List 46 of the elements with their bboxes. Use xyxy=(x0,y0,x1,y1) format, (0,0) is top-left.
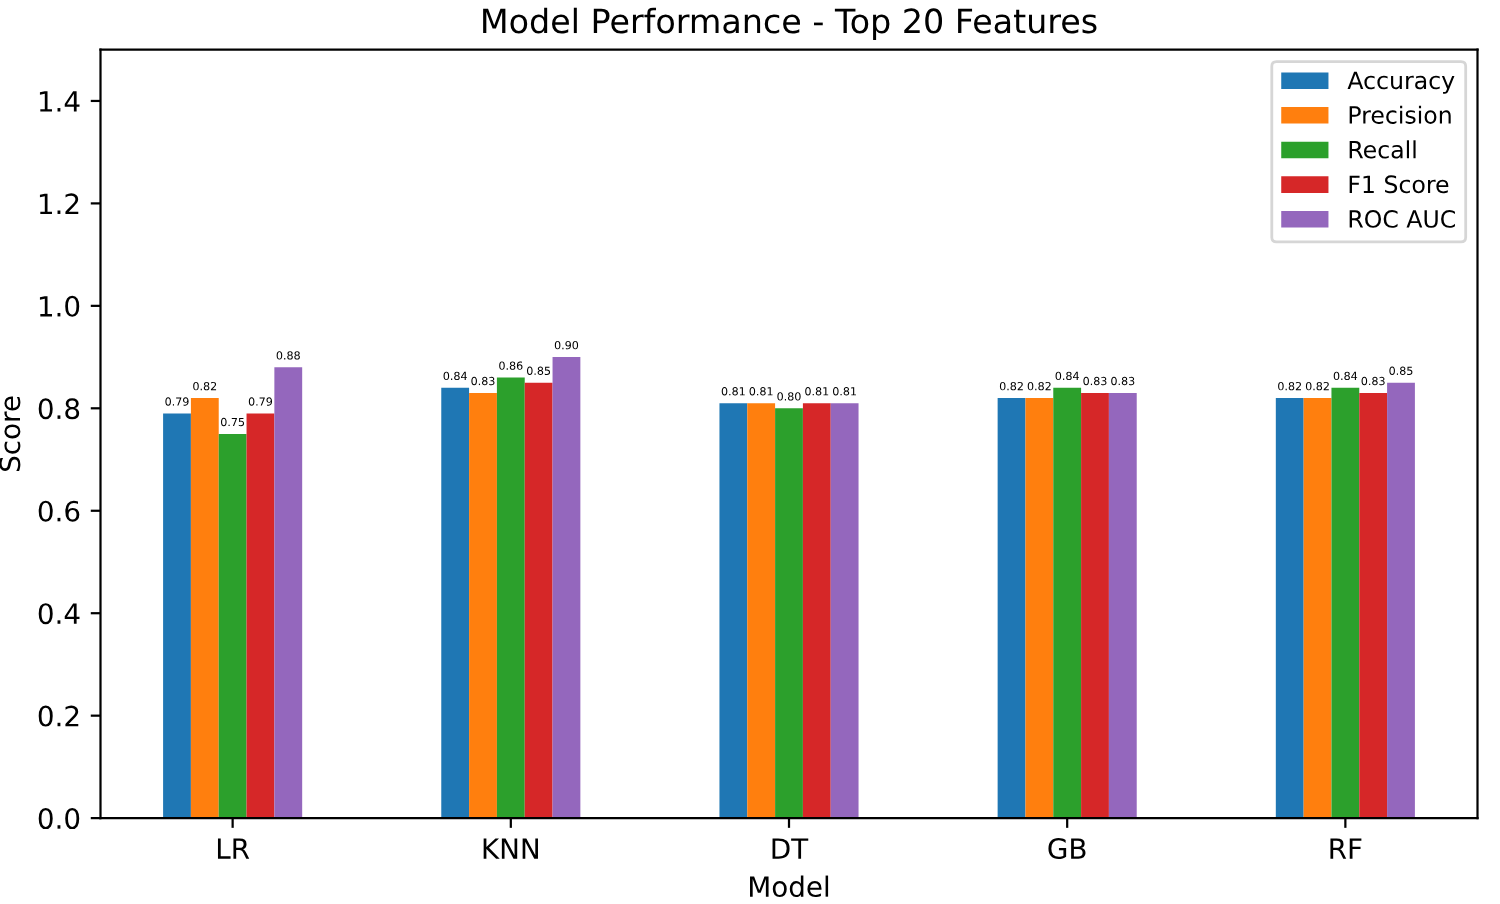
y-tick-label: 0.6 xyxy=(38,500,80,522)
legend-label: Accuracy xyxy=(1347,71,1455,94)
y-tick-label: 0.2 xyxy=(38,705,79,727)
y-tick-label: 0.8 xyxy=(38,398,80,420)
bar xyxy=(469,392,497,819)
bar xyxy=(997,398,1026,819)
y-tick-label: 0.0 xyxy=(38,808,80,830)
bar xyxy=(524,382,553,819)
bar xyxy=(1387,382,1415,819)
x-tick-label: GB xyxy=(1048,838,1086,860)
bar xyxy=(830,403,859,819)
legend-label: Precision xyxy=(1349,105,1451,124)
bar xyxy=(775,408,803,819)
x-tick-label: KNN xyxy=(483,838,538,859)
y-tick-label: 1.2 xyxy=(39,193,79,214)
y-tick-label: 1.4 xyxy=(39,91,80,112)
x-axis-title: Model xyxy=(750,875,829,898)
chart-title: Model Performance - Top 20 Features xyxy=(483,7,1097,40)
bar xyxy=(1331,387,1360,819)
bar xyxy=(1359,392,1388,819)
bar xyxy=(1275,398,1304,819)
bar xyxy=(218,433,247,819)
bar xyxy=(274,367,303,819)
y-tick-label: 0.4 xyxy=(38,603,80,625)
legend-label: F1 Score xyxy=(1349,175,1449,194)
x-tick-label: RF xyxy=(1330,838,1362,859)
bar xyxy=(802,403,831,819)
legend-label: Recall xyxy=(1349,140,1416,159)
bar xyxy=(1303,398,1332,819)
bar xyxy=(747,403,776,819)
y-tick-label: 1.0 xyxy=(39,295,80,317)
bar xyxy=(719,403,748,819)
bar xyxy=(441,387,470,819)
x-tick-label: DT xyxy=(772,838,809,859)
bar xyxy=(1108,392,1137,819)
y-axis-title: Score xyxy=(0,396,21,471)
legend-label: ROC AUC xyxy=(1349,210,1455,228)
bar xyxy=(496,377,525,819)
bar xyxy=(552,357,581,819)
bar xyxy=(1025,398,1054,819)
bar xyxy=(246,413,275,819)
x-tick-label: LR xyxy=(217,838,250,859)
bar xyxy=(163,413,191,819)
bar xyxy=(1053,387,1082,819)
bar xyxy=(1081,392,1109,819)
bar xyxy=(190,398,219,819)
